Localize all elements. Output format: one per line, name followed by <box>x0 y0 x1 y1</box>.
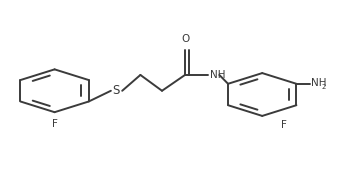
Text: F: F <box>281 120 286 130</box>
Text: F: F <box>52 119 57 129</box>
Text: NH: NH <box>210 70 226 80</box>
Text: 2: 2 <box>322 84 326 90</box>
Text: S: S <box>113 84 120 97</box>
Text: O: O <box>181 34 189 44</box>
Text: NH: NH <box>311 78 326 88</box>
